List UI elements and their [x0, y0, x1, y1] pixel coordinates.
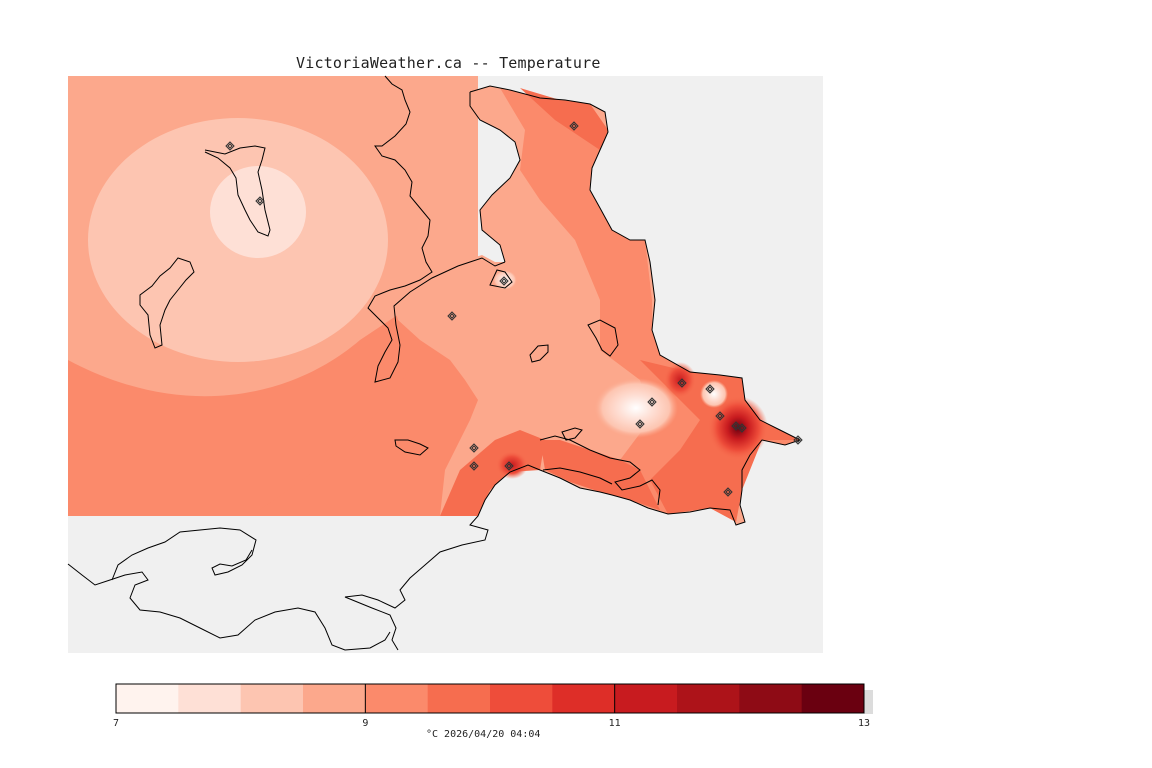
station-marker[interactable]: [705, 384, 715, 394]
station-marker[interactable]: [723, 487, 733, 497]
colorbar-swatch: [365, 684, 429, 713]
map-title: VictoriaWeather.ca -- Temperature: [296, 54, 601, 72]
colorbar-swatch: [240, 684, 304, 713]
colorbar-ticks: 7 9 11 13: [113, 684, 870, 729]
station-marker[interactable]: [715, 411, 725, 421]
units-timestamp: °C 2026/04/20 04:04: [426, 729, 541, 740]
colorbar-swatch: [739, 684, 803, 713]
station-marker[interactable]: [447, 311, 457, 321]
colorbar-swatch: [614, 684, 678, 713]
colorbar-tick-label: 7: [113, 718, 119, 729]
station-marker[interactable]: [737, 423, 747, 433]
colorbar-swatches: [116, 684, 865, 713]
station-marker[interactable]: [255, 196, 265, 206]
station-marker[interactable]: [569, 121, 579, 131]
station-marker[interactable]: [647, 397, 657, 407]
colorbar-swatch: [427, 684, 491, 713]
station-marker[interactable]: [499, 276, 509, 286]
station-marker[interactable]: [635, 419, 645, 429]
station-marker[interactable]: [731, 421, 741, 431]
station-marker[interactable]: [504, 461, 514, 471]
station-marker[interactable]: [677, 378, 687, 388]
colorbar-swatch: [677, 684, 740, 713]
station-marker[interactable]: [469, 461, 479, 471]
colorbar-shadow: [864, 690, 873, 714]
station-markers: [225, 121, 803, 497]
colorbar-swatch: [178, 684, 242, 713]
colorbar-swatch: [116, 684, 179, 713]
colorbar-tick-label: 13: [858, 718, 870, 729]
colorbar-tick-label: 9: [362, 718, 368, 729]
colorbar-swatch: [303, 684, 366, 713]
colorbar-swatch: [490, 684, 553, 713]
colorbar-swatch: [552, 684, 616, 713]
coastline: [67, 75, 802, 651]
station-marker[interactable]: [469, 443, 479, 453]
colorbar-tick-label: 11: [609, 718, 621, 729]
station-marker[interactable]: [225, 141, 235, 151]
colorbar-swatch: [801, 684, 865, 713]
station-marker[interactable]: [793, 435, 803, 445]
temperature-field-west: [68, 76, 478, 516]
